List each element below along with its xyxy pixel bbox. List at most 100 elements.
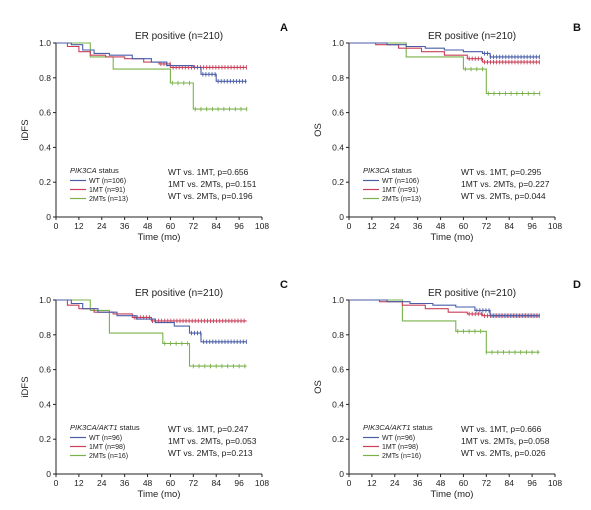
x-tick-label: 72	[482, 221, 492, 231]
y-tick-label: 0.8	[39, 330, 51, 340]
p-value-text: WT vs. 2MTs, p=0.044	[461, 191, 546, 201]
p-value-text: WT vs. 2MTs, p=0.196	[168, 191, 253, 201]
km-curve-2mts	[56, 42, 247, 110]
x-tick-label: 0	[347, 221, 352, 231]
y-tick-label: 0	[46, 212, 51, 222]
y-tick-label: 0.4	[39, 142, 51, 152]
p-value-text: WT vs. 1MT, p=0.247	[168, 424, 249, 434]
y-axis-label: OS	[313, 123, 324, 137]
y-tick-label: 0	[46, 469, 51, 479]
legend-entry: WT (n=106)	[382, 178, 419, 185]
x-tick-label: 60	[459, 221, 469, 231]
chart-title: ER positive (n=210)	[135, 288, 223, 299]
x-tick-label: 108	[255, 221, 269, 231]
km-curve-1mt	[349, 299, 540, 317]
y-tick-label: 0.6	[332, 365, 344, 375]
panel-letter: A	[280, 22, 288, 34]
x-tick-label: 72	[482, 478, 492, 488]
x-tick-label: 84	[504, 221, 514, 231]
x-axis-label: Time (mo)	[138, 489, 181, 500]
y-tick-label: 1.0	[39, 38, 51, 48]
legend-title-gene: PIK3CA/AKT1	[363, 423, 411, 432]
y-tick-label: 0.6	[332, 108, 344, 118]
legend-title-gene: PIK3CA	[70, 166, 97, 175]
y-tick-label: 0.2	[39, 434, 51, 444]
x-tick-label: 12	[367, 478, 377, 488]
legend-title-gene: PIK3CA/AKT1	[70, 423, 118, 432]
p-value-text: 1MT vs. 2MTs, p=0.053	[168, 436, 257, 446]
y-tick-label: 0.6	[39, 108, 51, 118]
p-value-text: 1MT vs. 2MTs, p=0.058	[461, 436, 550, 446]
km-curve-1mt	[56, 42, 247, 68]
km-curve-1mt	[349, 42, 540, 63]
y-axis-label: OS	[313, 380, 324, 394]
x-tick-label: 0	[54, 221, 59, 231]
x-tick-label: 72	[189, 221, 199, 231]
legend-entry: 2MTs (n=16)	[382, 453, 421, 460]
km-curve-2mts	[349, 42, 540, 95]
km-curve-wt	[349, 299, 540, 317]
x-tick-label: 24	[390, 221, 400, 231]
km-curve-2mts	[349, 299, 540, 353]
x-tick-label: 60	[166, 221, 176, 231]
y-tick-label: 1.0	[39, 295, 51, 305]
x-tick-label: 108	[255, 478, 269, 488]
panel-d: 0 12 24 36 48 60 72 84 96 108 0 0.2 0.4 0.6 0.8 1.0 Time…	[313, 279, 581, 500]
x-tick-label: 24	[97, 478, 107, 488]
panel-letter: B	[573, 22, 581, 34]
x-tick-label: 12	[74, 478, 84, 488]
x-tick-label: 84	[211, 221, 221, 231]
x-tick-label: 36	[413, 221, 423, 231]
panel-letter: C	[280, 279, 288, 291]
legend-title-suffix: status	[390, 166, 412, 175]
legend-entry: 2MTs (n=13)	[89, 196, 128, 203]
x-tick-label: 0	[347, 478, 352, 488]
x-tick-label: 48	[436, 478, 446, 488]
x-tick-label: 84	[504, 478, 514, 488]
p-value-text: WT vs. 2MTs, p=0.026	[461, 448, 546, 458]
p-value-text: WT vs. 2MTs, p=0.213	[168, 448, 253, 458]
x-tick-label: 108	[548, 221, 562, 231]
x-tick-label: 12	[74, 221, 84, 231]
legend-entry: WT (n=96)	[382, 435, 415, 442]
x-tick-label: 36	[413, 478, 423, 488]
y-tick-label: 0	[339, 212, 344, 222]
x-tick-label: 72	[189, 478, 199, 488]
panel-a: 0 12 24 36 48 60 72 84 96 108 0 0.2 0.4 0.6 0.8 1.0 Time…	[20, 22, 288, 243]
panel-letter: D	[573, 279, 581, 291]
x-tick-label: 60	[166, 478, 176, 488]
y-tick-label: 1.0	[332, 38, 344, 48]
p-value-text: WT vs. 1MT, p=0.666	[461, 424, 542, 434]
x-tick-label: 60	[459, 478, 469, 488]
y-tick-label: 0	[339, 469, 344, 479]
legend-entry: 1MT (n=91)	[89, 187, 125, 194]
x-tick-label: 108	[548, 478, 562, 488]
x-tick-label: 48	[436, 221, 446, 231]
legend-title-suffix: status	[97, 166, 119, 175]
legend-title: PIK3CA/AKT1 status	[70, 423, 140, 432]
legend-title-suffix: status	[118, 423, 140, 432]
km-curve-wt	[56, 299, 247, 343]
x-axis-label: Time (mo)	[431, 489, 474, 500]
p-value-text: 1MT vs. 2MTs, p=0.227	[461, 179, 550, 189]
x-tick-label: 96	[527, 221, 537, 231]
y-tick-label: 0.4	[332, 142, 344, 152]
x-tick-label: 24	[390, 478, 400, 488]
panel-b: 0 12 24 36 48 60 72 84 96 108 0 0.2 0.4 0.6 0.8 1.0 Time…	[313, 22, 581, 243]
p-value-text: 1MT vs. 2MTs, p=0.151	[168, 179, 257, 189]
x-tick-label: 0	[54, 478, 59, 488]
x-tick-label: 48	[143, 221, 153, 231]
x-tick-label: 96	[527, 478, 537, 488]
legend-entry: 2MTs (n=16)	[89, 453, 128, 460]
x-tick-label: 96	[234, 478, 244, 488]
x-tick-label: 36	[120, 221, 130, 231]
km-curve-1mt	[56, 299, 247, 322]
y-axis-label: iDFS	[20, 376, 31, 397]
x-tick-label: 12	[367, 221, 377, 231]
legend-entry: 1MT (n=91)	[382, 187, 418, 194]
legend-title: PIK3CA status	[70, 166, 119, 175]
y-tick-label: 0.4	[332, 399, 344, 409]
legend-entry: 2MTs (n=13)	[382, 196, 421, 203]
chart-title: ER positive (n=210)	[428, 288, 516, 299]
